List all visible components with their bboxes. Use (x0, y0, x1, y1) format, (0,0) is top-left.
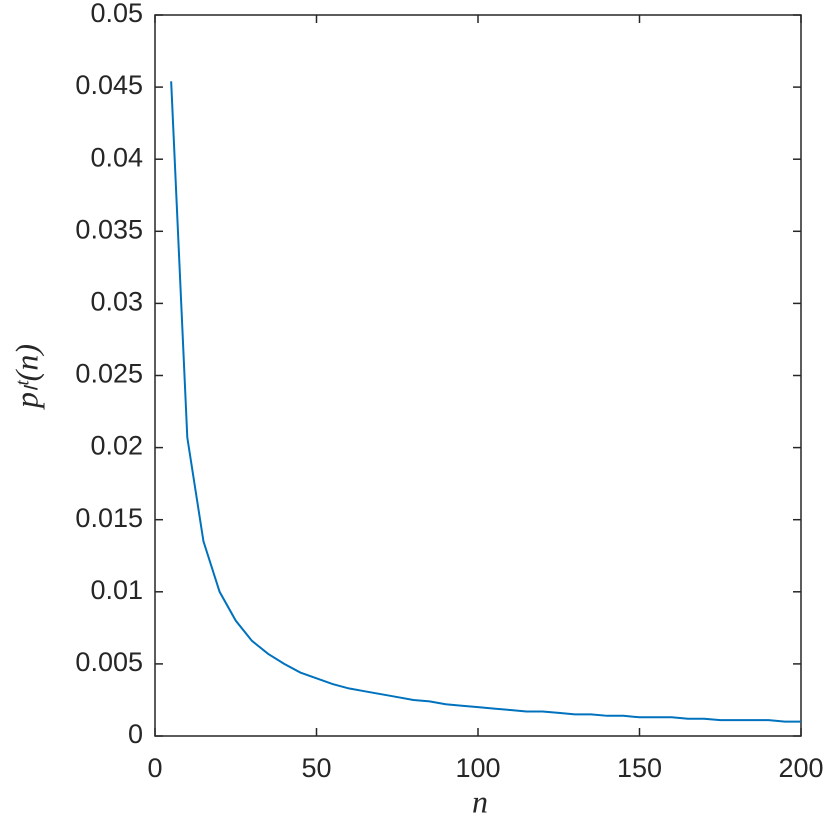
x-axis-label: n (472, 783, 488, 819)
y-tick-label: 0.04 (90, 142, 143, 172)
x-tick-label: 200 (778, 753, 823, 783)
y-tick-label: 0.005 (75, 647, 143, 677)
y-tick-label: 0.015 (75, 503, 143, 533)
y-tick-label: 0.035 (75, 214, 143, 244)
y-tick-label: 0 (128, 719, 143, 749)
x-tick-label: 0 (147, 753, 162, 783)
y-tick-label: 0.01 (90, 575, 143, 605)
y-tick-label: 0.025 (75, 359, 143, 389)
y-axis-label: pₗᵗ(n) (8, 344, 44, 410)
x-tick-label: 150 (617, 753, 662, 783)
axes-box (154, 14, 802, 737)
y-tick-label: 0.045 (75, 70, 143, 100)
x-tick-label: 100 (455, 753, 500, 783)
line-series (170, 81, 801, 723)
y-tick-label: 0.03 (90, 287, 143, 317)
x-tick-label: 50 (301, 753, 331, 783)
y-tick-label: 0.02 (90, 431, 143, 461)
y-tick-label: 0.05 (90, 0, 143, 28)
